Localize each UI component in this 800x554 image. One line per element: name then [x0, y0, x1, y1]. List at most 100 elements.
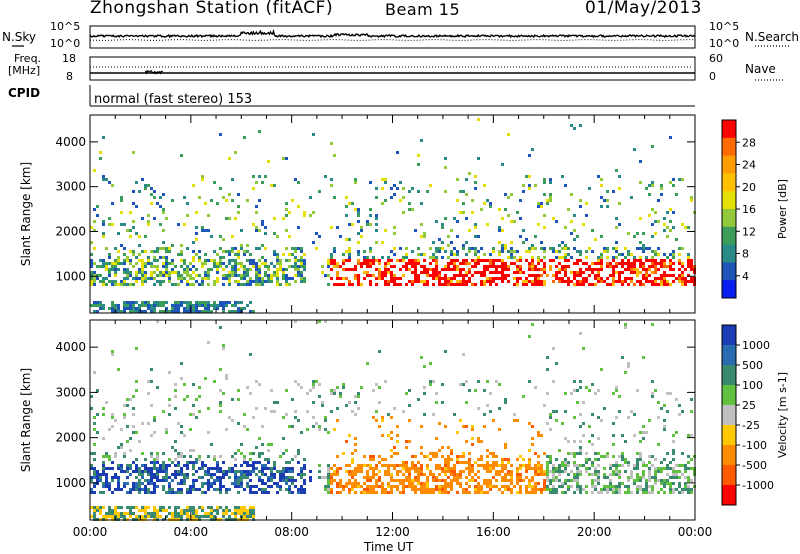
velocity-cell — [240, 479, 243, 482]
velocity-cell — [354, 413, 357, 416]
velocity-cell — [552, 479, 555, 482]
power-cell — [210, 235, 213, 238]
velocity-cell — [180, 482, 183, 485]
velocity-cell — [282, 470, 285, 473]
velocity-cell — [222, 461, 225, 464]
velocity-cell — [402, 479, 405, 482]
velocity-cell — [96, 479, 99, 482]
power-cell — [99, 280, 102, 283]
velocity-cell — [312, 386, 315, 389]
power-cell — [606, 250, 609, 253]
power-cell — [561, 241, 564, 244]
velocity-cell — [336, 467, 339, 470]
power-cell — [276, 253, 279, 256]
power-cell — [621, 280, 624, 283]
nsky-label: N.Sky — [2, 30, 37, 44]
power-cell — [411, 250, 414, 253]
velocity-cell — [174, 506, 177, 509]
power-cell — [678, 253, 681, 256]
power-cell — [201, 280, 204, 283]
power-cell — [510, 220, 513, 223]
velocity-cell — [501, 458, 504, 461]
power-cell — [534, 268, 537, 271]
power-cell — [165, 310, 168, 313]
velocity-cell — [684, 467, 687, 470]
velocity-cell — [564, 479, 567, 482]
velocity-cell — [141, 506, 144, 509]
velocity-cell — [546, 467, 549, 470]
velocity-cell — [144, 479, 147, 482]
velocity-cell — [135, 458, 138, 461]
velocity-colorbar-swatch — [722, 345, 736, 366]
velocity-cell — [273, 401, 276, 404]
power-cell — [357, 283, 360, 286]
power-cell — [561, 277, 564, 280]
power-cell — [462, 244, 465, 247]
velocity-cell — [192, 515, 195, 518]
power-cell — [264, 232, 267, 235]
velocity-cell — [117, 506, 120, 509]
power-cell — [501, 268, 504, 271]
velocity-cell — [249, 491, 252, 494]
velocity-cell — [456, 473, 459, 476]
power-cell — [357, 262, 360, 265]
velocity-cell — [177, 455, 180, 458]
power-cell — [291, 199, 294, 202]
power-cell — [363, 271, 366, 274]
power-cell — [126, 274, 129, 277]
power-cell — [183, 223, 186, 226]
velocity-cell — [258, 470, 261, 473]
power-cell — [477, 259, 480, 262]
power-cell — [582, 277, 585, 280]
velocity-cell — [237, 449, 240, 452]
velocity-cell — [234, 515, 237, 518]
velocity-cell — [525, 464, 528, 467]
power-cell — [663, 277, 666, 280]
velocity-cell — [132, 512, 135, 515]
velocity-cell — [300, 470, 303, 473]
power-cell — [105, 265, 108, 268]
power-cell — [354, 268, 357, 271]
velocity-cell — [372, 491, 375, 494]
velocity-cell — [288, 425, 291, 428]
power-cell — [531, 244, 534, 247]
power-cell — [93, 301, 96, 304]
power-cell — [633, 283, 636, 286]
velocity-cell — [648, 491, 651, 494]
power-cell — [528, 268, 531, 271]
power-cell — [267, 280, 270, 283]
velocity-cell — [648, 479, 651, 482]
velocity-cell — [630, 410, 633, 413]
velocity-cell — [183, 455, 186, 458]
power-cell — [543, 226, 546, 229]
power-cell — [507, 250, 510, 253]
velocity-cell — [141, 482, 144, 485]
velocity-cell — [627, 479, 630, 482]
power-cell — [297, 181, 300, 184]
power-cell — [591, 229, 594, 232]
velocity-cell — [324, 320, 327, 323]
velocity-cell — [201, 467, 204, 470]
power-cell — [579, 199, 582, 202]
power-cell — [240, 265, 243, 268]
velocity-cell — [114, 452, 117, 455]
power-cell — [660, 280, 663, 283]
power-cell — [384, 268, 387, 271]
power-cell — [213, 283, 216, 286]
power-cell — [279, 265, 282, 268]
velocity-cell — [456, 482, 459, 485]
velocity-cell — [468, 470, 471, 473]
power-cell — [99, 151, 102, 154]
power-cell — [453, 274, 456, 277]
velocity-cell — [669, 485, 672, 488]
velocity-cell — [126, 491, 129, 494]
power-cell — [105, 277, 108, 280]
velocity-cell — [420, 491, 423, 494]
power-cell — [594, 283, 597, 286]
cpid-mode-text: normal (fast stereo) 153 — [94, 92, 253, 107]
velocity-cell — [615, 491, 618, 494]
velocity-cell — [489, 467, 492, 470]
velocity-cell — [111, 425, 114, 428]
velocity-cell — [408, 467, 411, 470]
velocity-cell — [123, 452, 126, 455]
